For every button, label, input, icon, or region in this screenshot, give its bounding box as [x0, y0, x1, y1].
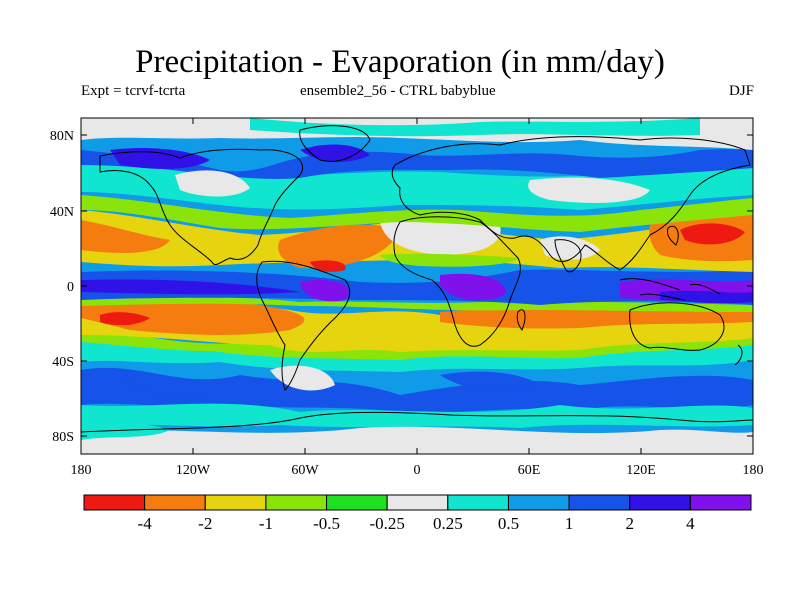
- field-amazon-violet: [300, 279, 349, 302]
- field-africa-violet: [440, 273, 506, 301]
- colorbar-label-3: -0.5: [313, 514, 340, 533]
- field-n-subtrop-red: [680, 223, 745, 245]
- colorbar-label-7: 1: [565, 514, 574, 533]
- field-antarctic: [81, 426, 753, 454]
- lon-label-180e: 180: [743, 463, 764, 478]
- lat-label-0: 0: [67, 280, 74, 295]
- lon-label-120w: 120W: [176, 463, 211, 478]
- colorbar-box-6: [447, 494, 509, 511]
- colorbar-label-2: -1: [259, 514, 273, 533]
- lon-label-60e: 60E: [518, 463, 541, 478]
- colorbar-box-3: [265, 494, 328, 511]
- colorbar-box-9: [629, 494, 691, 511]
- colorbar-label-0: -4: [138, 514, 153, 533]
- field-n-atl-deepblue: [300, 144, 370, 162]
- colorbar-box-2: [204, 494, 267, 511]
- field-sahel-green: [380, 253, 520, 267]
- coast-japan: [667, 225, 679, 246]
- precip-field: [81, 118, 753, 454]
- lat-label-40n: 40N: [50, 205, 74, 220]
- field-itcz-blue: [81, 269, 753, 305]
- field-canada-grey: [175, 170, 250, 197]
- coast-madagascar: [516, 309, 526, 331]
- field-itcz-violet: [81, 279, 300, 295]
- lon-label-120e: 120E: [626, 463, 656, 478]
- coast-greenland: [299, 125, 371, 162]
- field-south-deepblue2: [120, 375, 210, 396]
- colorbar-label-8: 2: [625, 514, 634, 533]
- colorbar-box-4: [326, 494, 388, 511]
- figure-title: Precipitation - Evaporation (in mm/day): [135, 44, 665, 80]
- lon-label-180w: 180: [71, 463, 92, 478]
- field-n-subtrop-orange2: [278, 224, 400, 269]
- lat-label-80n: 80N: [50, 129, 74, 144]
- coast-indonesia: [619, 278, 721, 301]
- coast-india: [554, 239, 582, 273]
- coast-south-america: [256, 260, 351, 391]
- coast-antarctica: [81, 411, 753, 433]
- field-s-subtrop-green: [81, 296, 753, 312]
- field-southern-cyan: [81, 403, 753, 428]
- lat-label-80s: 80S: [52, 430, 74, 445]
- colorbar-box-7: [507, 494, 570, 511]
- colorbar-box-8: [568, 494, 631, 511]
- colorbar: -4 -2 -1 -0.5 -0.25 0.25 0.5 1 2 4: [83, 494, 752, 533]
- lon-label-60w: 60W: [291, 463, 319, 478]
- field-north-blue: [81, 149, 753, 179]
- coast-north-america: [99, 148, 303, 265]
- season-label: DJF: [728, 83, 754, 99]
- colorbar-label-5: 0.25: [433, 514, 463, 533]
- axis-ticks: [81, 118, 753, 454]
- coast-eurasia: [391, 136, 751, 271]
- field-south-deepblue: [440, 371, 540, 392]
- left-subtitle: Expt = tcrvf-tcrta: [81, 83, 186, 99]
- lat-label-40s: 40S: [52, 355, 74, 370]
- coast-africa: [393, 216, 521, 347]
- colorbar-label-6: 0.5: [498, 514, 519, 533]
- field-s-subtrop-red: [100, 312, 150, 326]
- field-south-grey: [270, 365, 335, 391]
- colorbar-box-0: [83, 494, 146, 511]
- lon-label-0: 0: [414, 463, 421, 478]
- colorbar-box-10: [689, 494, 752, 511]
- coast-australia: [629, 302, 725, 351]
- field-sahara: [380, 215, 501, 255]
- colorbar-box-1: [144, 494, 206, 511]
- field-siberia-grey: [528, 177, 650, 203]
- coast-new-zealand: [734, 344, 743, 366]
- field-southern-blue: [81, 367, 753, 413]
- colorbar-label-9: 4: [686, 514, 695, 533]
- field-n-subtrop-orange1: [81, 220, 170, 253]
- center-subtitle: ensemble2_56 - CTRL babyblue: [300, 83, 496, 99]
- field-n-subtrop-red2: [310, 260, 346, 272]
- colorbar-box-5: [386, 494, 449, 511]
- field-n-pacific-deepblue: [110, 148, 210, 169]
- coastlines: [81, 125, 753, 433]
- colorbar-label-1: -2: [198, 514, 212, 533]
- field-s-subtrop-orange: [81, 300, 305, 335]
- colorbar-label-4: -0.25: [369, 514, 404, 533]
